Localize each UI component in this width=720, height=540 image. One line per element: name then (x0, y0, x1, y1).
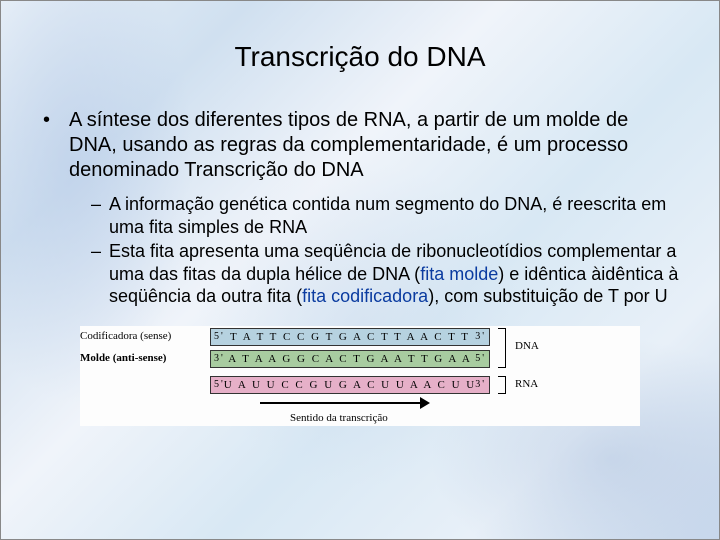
bracket-rna (498, 376, 506, 394)
label-dna: DNA (515, 340, 539, 352)
seq3-3prime: 3' (475, 379, 486, 390)
sb2-c: ), com substituição de T por U (428, 286, 667, 306)
transcription-diagram: Codificadora (sense) 5' T A T T C C G T … (80, 326, 640, 426)
slide-title: Transcrição do DNA (41, 41, 679, 73)
main-bullet: • A síntese dos diferentes tipos de RNA,… (41, 108, 679, 183)
bullet-dot: • (41, 108, 69, 183)
slide-content: Transcrição do DNA • A síntese dos difer… (1, 1, 719, 426)
bracket-dna (498, 328, 506, 368)
seq1-3prime: 3' (475, 331, 486, 342)
transcription-arrow (260, 396, 430, 410)
seq2-3prime: 3' (214, 353, 225, 364)
bullet-dash: – (91, 193, 109, 238)
seq-rna: 5' U A U U C C G U G A C U U A A C U U 3… (210, 376, 490, 394)
main-bullet-term: Transcrição do DNA (184, 159, 363, 181)
label-rna: RNA (515, 378, 538, 390)
arrow-head-icon (420, 397, 430, 409)
diagram-caption: Sentido da transcrição (290, 412, 388, 424)
seq2-bases: A T A A G G C A C T G A A T T G A A (228, 353, 472, 365)
seq1-5prime: 5' (214, 331, 225, 342)
seq1-bases: T A T T C C G T G A C T T A A C T T (230, 331, 470, 343)
seq2-5prime: 5' (475, 353, 486, 364)
main-bullet-text: A síntese dos diferentes tipos de RNA, a… (69, 108, 679, 183)
arrow-line (260, 402, 420, 404)
sub-bullet-1-text: A informação genética contida num segmen… (109, 193, 679, 238)
sub-bullet-2: – Esta fita apresenta uma seqüência de r… (91, 240, 679, 308)
sb2-hl1: fita molde (420, 264, 498, 284)
sub-bullet-1: – A informação genética contida num segm… (91, 193, 679, 238)
sb2-hl2: fita codificadora (302, 286, 428, 306)
sub-bullet-list: – A informação genética contida num segm… (41, 193, 679, 308)
bullet-dash: – (91, 240, 109, 308)
seq-codificadora: 5' T A T T C C G T G A C T T A A C T T 3… (210, 328, 490, 346)
label-molde: Molde (anti-sense) (80, 352, 166, 364)
seq3-bases: U A U U C C G U G A C U U A A C U U (224, 379, 476, 391)
seq3-5prime: 5' (214, 379, 225, 390)
seq-molde: 3' A T A A G G C A C T G A A T T G A A 5… (210, 350, 490, 368)
label-codificadora: Codificadora (sense) (80, 330, 171, 342)
sub-bullet-2-text: Esta fita apresenta uma seqüência de rib… (109, 240, 679, 308)
